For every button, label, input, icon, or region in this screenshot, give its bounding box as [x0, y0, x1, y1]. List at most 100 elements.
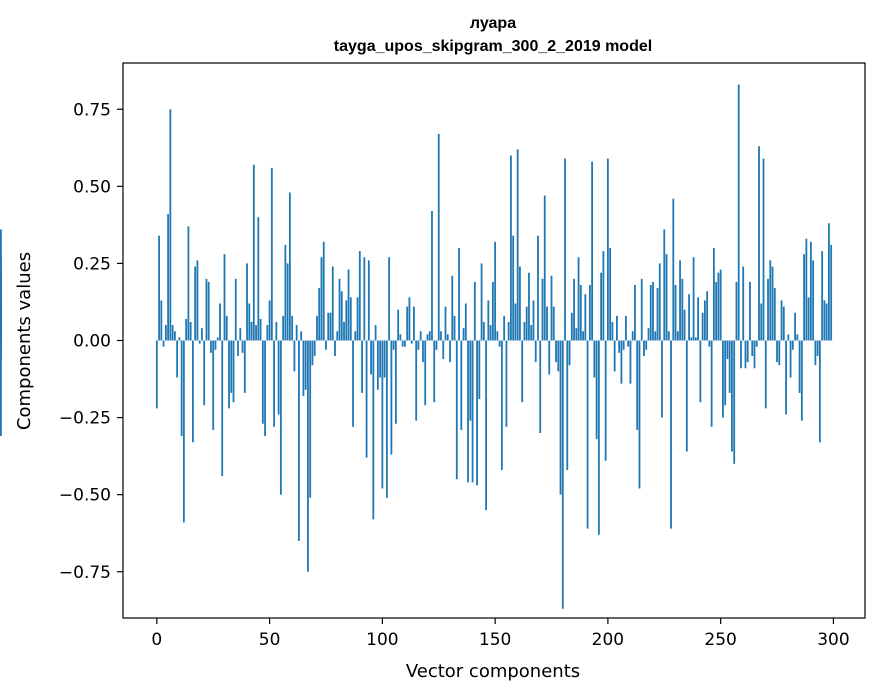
bar [185, 318, 188, 341]
bar [385, 340, 388, 498]
bar [203, 340, 206, 406]
bar [543, 195, 546, 341]
bar [228, 340, 230, 409]
bar [818, 340, 821, 443]
bar [449, 340, 451, 363]
bar [313, 340, 316, 356]
bar [638, 340, 641, 489]
bar [760, 303, 763, 341]
bar [221, 340, 224, 477]
bar [358, 251, 361, 341]
bar [406, 306, 409, 341]
bar [769, 260, 772, 341]
bar [744, 340, 747, 369]
bar [510, 155, 512, 341]
bar [451, 275, 454, 341]
y-axis: −0.75 −0.50 −0.25 0.00 0.25 0.50 0.75 [59, 100, 123, 583]
bar [683, 309, 686, 341]
bar [618, 340, 621, 353]
bar [173, 331, 176, 341]
bar [726, 340, 729, 359]
bar [442, 340, 445, 359]
bar [816, 340, 819, 356]
bar [780, 300, 783, 341]
bar [588, 285, 591, 341]
bar [762, 158, 765, 341]
bar [643, 340, 645, 356]
bar [462, 328, 465, 341]
bar [295, 325, 298, 341]
bar [307, 340, 309, 572]
bar [579, 285, 582, 341]
bar [268, 300, 271, 341]
bar [379, 340, 381, 378]
bar [300, 331, 303, 341]
bar [557, 340, 560, 372]
bar [809, 241, 812, 341]
bar [778, 340, 781, 366]
bar [541, 278, 544, 341]
bar [746, 340, 749, 363]
bar [291, 315, 294, 341]
bar [207, 281, 210, 341]
bar [435, 340, 438, 350]
bar [322, 241, 325, 341]
bar [740, 340, 742, 369]
bar [575, 328, 578, 341]
bar [728, 340, 731, 393]
bar [266, 325, 269, 341]
bar [735, 281, 738, 341]
bar [331, 266, 334, 341]
bar [376, 340, 379, 390]
bar [823, 300, 826, 341]
bar [706, 291, 709, 341]
bar [703, 300, 706, 341]
bar [701, 312, 704, 341]
bar [426, 334, 429, 341]
bar [284, 244, 287, 341]
bar [573, 278, 575, 341]
bar [582, 331, 584, 341]
bar [749, 281, 751, 341]
bar [577, 257, 580, 341]
bar [785, 340, 787, 415]
y-tick-label: −0.25 [59, 409, 111, 429]
bar [316, 315, 318, 341]
bar [800, 340, 803, 421]
bar [550, 275, 553, 341]
bar [712, 248, 715, 341]
bar [498, 340, 501, 347]
bar [239, 328, 242, 341]
bar [293, 340, 296, 372]
y-axis-label: Components values [14, 252, 35, 430]
bar [825, 303, 828, 341]
bar [237, 340, 239, 356]
bar [419, 331, 422, 341]
bar [198, 340, 201, 344]
bar [722, 340, 724, 418]
bar [318, 288, 321, 341]
bar [334, 340, 336, 356]
bar [167, 214, 169, 341]
bar [205, 278, 208, 341]
bar [724, 340, 727, 406]
bar [381, 340, 384, 489]
bar [216, 337, 219, 341]
bar [176, 340, 179, 378]
bar [270, 167, 273, 341]
bar [719, 269, 722, 341]
bar [338, 278, 341, 341]
bar [717, 272, 720, 341]
chart-subtitle: tayga_upos_skipgram_300_2_2019 model [334, 38, 652, 55]
bar [455, 340, 458, 480]
bar [433, 340, 436, 403]
bar [503, 315, 506, 341]
bar [500, 340, 503, 470]
bar [561, 340, 564, 609]
y-tick-label: −0.75 [59, 563, 111, 583]
bar [595, 340, 598, 440]
bar [665, 254, 668, 341]
bar [467, 340, 469, 483]
bar [336, 331, 339, 341]
bar [212, 340, 215, 430]
